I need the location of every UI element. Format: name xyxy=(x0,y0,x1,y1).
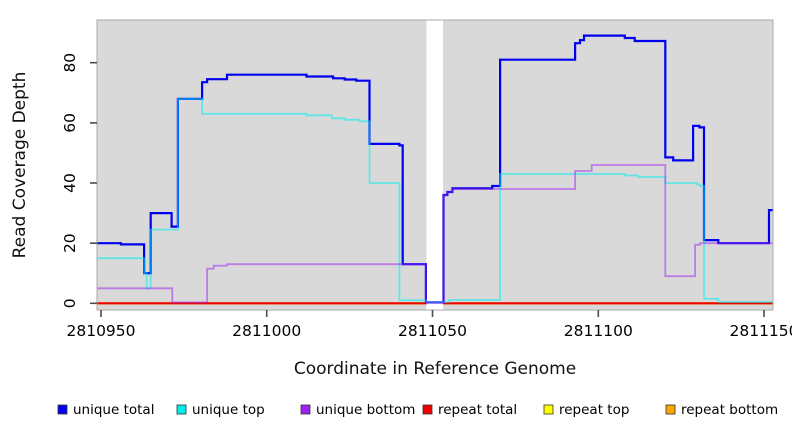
legend-label-repeat-top: repeat top xyxy=(559,402,629,418)
y-axis-label: Read Coverage Depth xyxy=(10,72,30,259)
y-tick-label: 80 xyxy=(61,53,79,73)
x-tick-label: 2811050 xyxy=(398,322,467,340)
series-unique-bottom xyxy=(97,164,773,304)
y-tick-label: 20 xyxy=(61,233,79,253)
legend-label-unique-bottom: unique bottom xyxy=(316,402,415,418)
legend-swatch-repeat-bottom xyxy=(665,404,676,415)
masked-no-data-region xyxy=(426,20,444,310)
x-axis-label: Coordinate in Reference Genome xyxy=(294,359,576,379)
legend-label-repeat-bottom: repeat bottom xyxy=(681,402,778,418)
y-tick-label: 60 xyxy=(61,113,79,133)
y-tick-label: 0 xyxy=(61,298,79,308)
x-tick-label: 2811100 xyxy=(564,322,633,340)
legend-label-unique-total: unique total xyxy=(73,402,154,418)
legend-swatch-repeat-total xyxy=(422,404,433,415)
x-tick-label: 2810950 xyxy=(66,322,135,340)
legend-label-unique-top: unique top xyxy=(192,402,265,418)
legend-label-repeat-total: repeat total xyxy=(438,402,517,418)
legend-swatch-unique-total xyxy=(57,404,68,415)
x-tick-label: 2811150 xyxy=(729,322,792,340)
legend-swatch-repeat-top xyxy=(543,404,554,415)
legend-swatch-unique-bottom xyxy=(300,404,311,415)
x-tick-label: 2811000 xyxy=(232,322,301,340)
series-unique-top xyxy=(97,97,773,303)
legend-swatch-unique-top xyxy=(176,404,187,415)
panel-border xyxy=(96,19,774,311)
y-tick-label: 40 xyxy=(61,173,79,193)
